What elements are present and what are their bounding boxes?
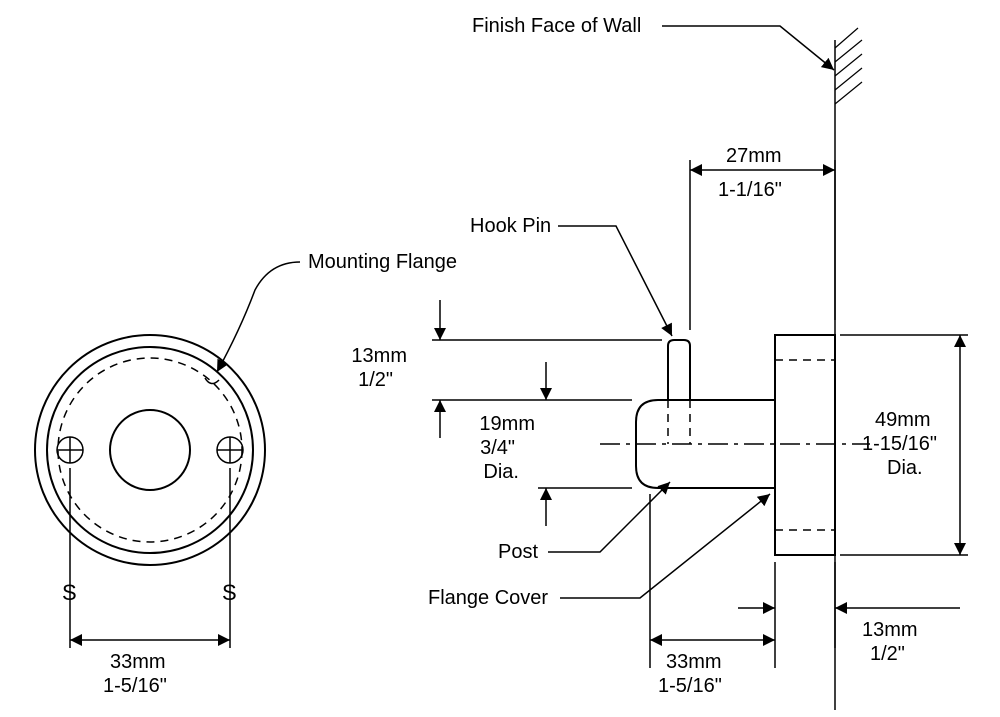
dim-27-mm: 27mm bbox=[726, 145, 782, 167]
dim-front-screw-spacing: 33mm 1-5/16" bbox=[70, 640, 230, 697]
engineering-drawing: Mounting Flange S S 33mm 1-5/16" Finish … bbox=[0, 0, 1000, 717]
dim-text-in: 1-5/16" bbox=[103, 675, 167, 697]
mounting-flange-hidden bbox=[58, 358, 242, 542]
break-mark bbox=[205, 378, 219, 384]
dim-33s-mm: 33mm bbox=[666, 651, 722, 673]
leader-mounting-flange bbox=[217, 262, 300, 372]
dim-side-post-length: 33mm 1-5/16" bbox=[650, 494, 775, 697]
label-post: Post bbox=[498, 541, 538, 563]
dim-13c-in: 1/2" bbox=[870, 643, 905, 665]
dim-19-mm: 19mm bbox=[479, 413, 535, 435]
dim-19-in: 3/4" bbox=[480, 437, 515, 459]
wall-hatch-top bbox=[835, 28, 862, 104]
dim-27-in: 1-1/16" bbox=[718, 179, 782, 201]
screw-left bbox=[57, 437, 83, 463]
label-hook-pin: Hook Pin bbox=[470, 215, 551, 237]
dim-13-in: 1/2" bbox=[358, 369, 393, 391]
dim-flange-dia: 49mm 1-15/16" Dia. bbox=[840, 335, 968, 555]
dim-49-suffix: Dia. bbox=[887, 457, 923, 479]
dim-49-in: 1-15/16" bbox=[862, 433, 937, 455]
hook-pin-side bbox=[668, 340, 690, 400]
leader-post bbox=[548, 482, 670, 552]
label-mounting-flange: Mounting Flange bbox=[308, 251, 457, 273]
label-flange-cover: Flange Cover bbox=[428, 587, 548, 609]
screw-right bbox=[217, 437, 243, 463]
dim-text-mm: 33mm bbox=[110, 651, 166, 673]
label-finish-face: Finish Face of Wall bbox=[472, 15, 641, 37]
leader-hook-pin bbox=[558, 226, 672, 336]
front-view: Mounting Flange S S 33mm 1-5/16" bbox=[35, 251, 457, 697]
leader-finish-face bbox=[662, 26, 834, 70]
leader-flange-cover bbox=[560, 494, 770, 598]
dim-19-suffix: Dia. bbox=[483, 461, 519, 483]
dim-post-length-27: 27mm 1-1/16" bbox=[690, 145, 835, 330]
flange-cover-side bbox=[775, 335, 835, 555]
dim-cover-thickness: 13mm 1/2" bbox=[738, 562, 960, 665]
dim-49-mm: 49mm bbox=[875, 409, 931, 431]
dim-13c-mm: 13mm bbox=[862, 619, 918, 641]
dim-33s-in: 1-5/16" bbox=[658, 675, 722, 697]
dim-13-mm: 13mm bbox=[351, 345, 407, 367]
post-circle bbox=[110, 410, 190, 490]
